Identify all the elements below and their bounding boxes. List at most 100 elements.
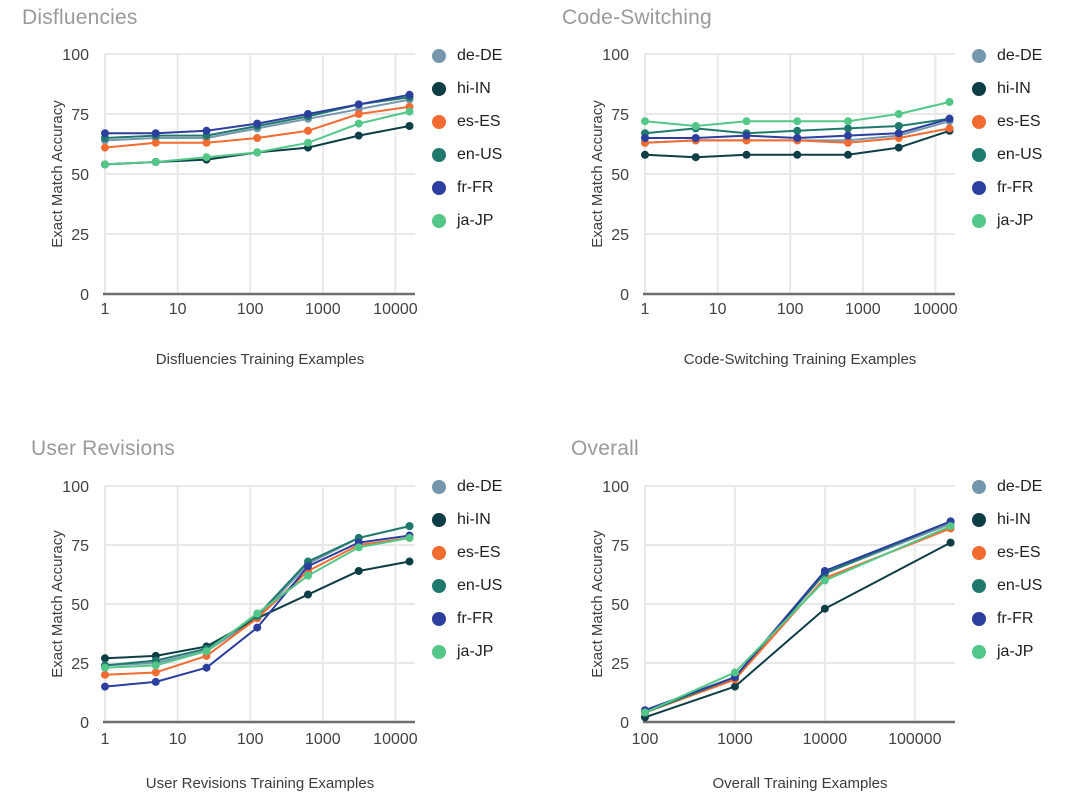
x-axis-title: User Revisions Training Examples [146, 775, 374, 792]
chart-panel-code-switching: Code-Switching 0 25 50 75 100 1 10 100 1000 10000… [540, 0, 1080, 404]
data-point [202, 663, 211, 672]
data-point [253, 623, 262, 632]
data-point [202, 153, 211, 162]
legend-label: en-US [457, 576, 503, 594]
legend-item-es-ES: es-ES [972, 536, 1042, 569]
data-point [202, 126, 211, 135]
legend-marker-icon [432, 479, 446, 494]
legend-label: ja-JP [457, 211, 494, 229]
chart-title-code-switching: Code-Switching [562, 6, 712, 29]
legend-label: en-US [457, 145, 503, 163]
legend-item-de-DE: de-DE [432, 39, 502, 72]
x-axis-title: Code-Switching Training Examples [684, 351, 917, 368]
data-point [641, 150, 649, 159]
data-point [354, 110, 363, 118]
chart-panel-user-revisions: User Revisions 0 25 50 75 100 1 10 100 1000 10000… [0, 404, 540, 808]
legend-label: de-DE [457, 46, 503, 64]
data-point [844, 150, 853, 159]
legend-disfluencies: de-DE hi-IN es-ES en-US fr-FR ja-JP [432, 39, 502, 237]
data-point [894, 122, 903, 130]
data-point [894, 129, 903, 138]
data-point [844, 131, 853, 140]
legend-marker-icon [972, 213, 986, 228]
tick-labels: 0 25 50 75 100 1 10 100 1000 10000 [62, 47, 417, 318]
legend-item-de-DE: de-DE [432, 470, 502, 503]
series-hi-IN [641, 126, 954, 162]
data-point [101, 143, 109, 152]
legend-item-ja-JP: ja-JP [432, 204, 502, 237]
data-point [151, 129, 160, 138]
y-tick-label: 75 [71, 107, 89, 124]
legend-item-es-ES: es-ES [432, 536, 502, 569]
data-point [742, 117, 751, 126]
legend-item-de-DE: de-DE [972, 470, 1042, 503]
tick-labels: 0 25 50 75 100 100 1000 10000 100000 [602, 479, 941, 748]
x-tick-label: 10000 [803, 731, 848, 748]
x-tick-label: 1000 [717, 731, 753, 748]
series-line [644, 541, 952, 719]
chart-panel-disfluencies: Disfluencies 0 25 50 75 100 1 10 100 1000 10000 Di… [0, 0, 540, 404]
series-line [644, 520, 952, 712]
series-ja-JP [101, 107, 414, 169]
data-point [793, 126, 802, 135]
data-point [405, 122, 414, 130]
data-point [691, 153, 700, 162]
data-point [151, 661, 160, 670]
data-point [304, 590, 313, 599]
chart-title-overall: Overall [571, 437, 639, 460]
data-point [151, 138, 160, 147]
gridlines [104, 485, 415, 723]
legend-label: ja-JP [457, 642, 494, 660]
y-tick-label: 100 [62, 47, 89, 64]
x-tick-label: 10000 [373, 301, 418, 318]
legend-label: en-US [997, 145, 1043, 163]
data-point [820, 576, 829, 585]
legend-marker-icon [432, 180, 446, 195]
y-tick-label: 100 [62, 479, 89, 496]
legend-item-fr-FR: fr-FR [972, 171, 1042, 204]
legend-item-es-ES: es-ES [432, 105, 502, 138]
y-tick-label: 100 [602, 479, 629, 496]
legend-user-revisions: de-DE hi-IN es-ES en-US fr-FR ja-JP [432, 470, 502, 668]
data-point [742, 131, 751, 140]
data-point [354, 543, 363, 552]
data-point [820, 604, 829, 613]
data-point [253, 609, 262, 618]
legend-label: de-DE [997, 46, 1043, 64]
data-point [304, 110, 313, 118]
x-tick-label: 100 [777, 301, 804, 318]
data-point [101, 160, 109, 169]
series-line [644, 525, 952, 714]
data-point [730, 682, 739, 691]
legend-item-hi-IN: hi-IN [972, 72, 1042, 105]
data-point [405, 533, 414, 542]
y-tick-label: 25 [611, 227, 629, 244]
legend-item-en-US: en-US [972, 138, 1042, 171]
tick-labels: 0 25 50 75 100 1 10 100 1000 10000 [62, 479, 417, 748]
legend-label: de-DE [997, 477, 1043, 495]
series-line [104, 536, 411, 676]
data-point [151, 158, 160, 166]
legend-marker-icon [432, 213, 446, 228]
data-point [354, 119, 363, 128]
legend-label: hi-IN [997, 79, 1031, 97]
x-tick-label: 1000 [845, 301, 881, 318]
legend-marker-icon [972, 578, 986, 593]
x-tick-label: 1 [101, 301, 110, 318]
legend-item-hi-IN: hi-IN [432, 503, 502, 536]
legend-label: es-ES [997, 543, 1041, 561]
legend-label: hi-IN [457, 510, 491, 528]
legend-marker-icon [432, 147, 446, 162]
legend-item-fr-FR: fr-FR [432, 602, 502, 635]
data-point [101, 129, 109, 138]
legend-item-hi-IN: hi-IN [432, 72, 502, 105]
y-tick-label: 50 [71, 597, 89, 614]
series-fr-FR [641, 517, 955, 715]
data-point [742, 150, 751, 159]
legend-item-hi-IN: hi-IN [972, 503, 1042, 536]
series-en-US [641, 517, 955, 717]
y-axis-title: Exact Match Accuracy [589, 100, 606, 248]
legend-marker-icon [972, 479, 986, 494]
series-de-DE [641, 519, 955, 717]
